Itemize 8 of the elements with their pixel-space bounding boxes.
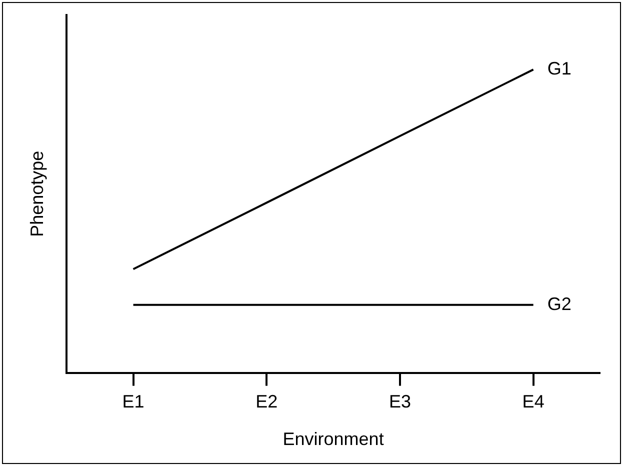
- x-axis-title: Environment: [282, 429, 384, 450]
- series-label: G1: [547, 58, 572, 79]
- series-label: G2: [547, 294, 572, 314]
- x-tick-label: E4: [522, 392, 544, 412]
- x-tick-label: E3: [388, 392, 411, 412]
- x-tick-label: E1: [122, 392, 144, 412]
- y-axis-title: Phenotype: [26, 150, 47, 237]
- x-tick-label: E2: [256, 392, 278, 412]
